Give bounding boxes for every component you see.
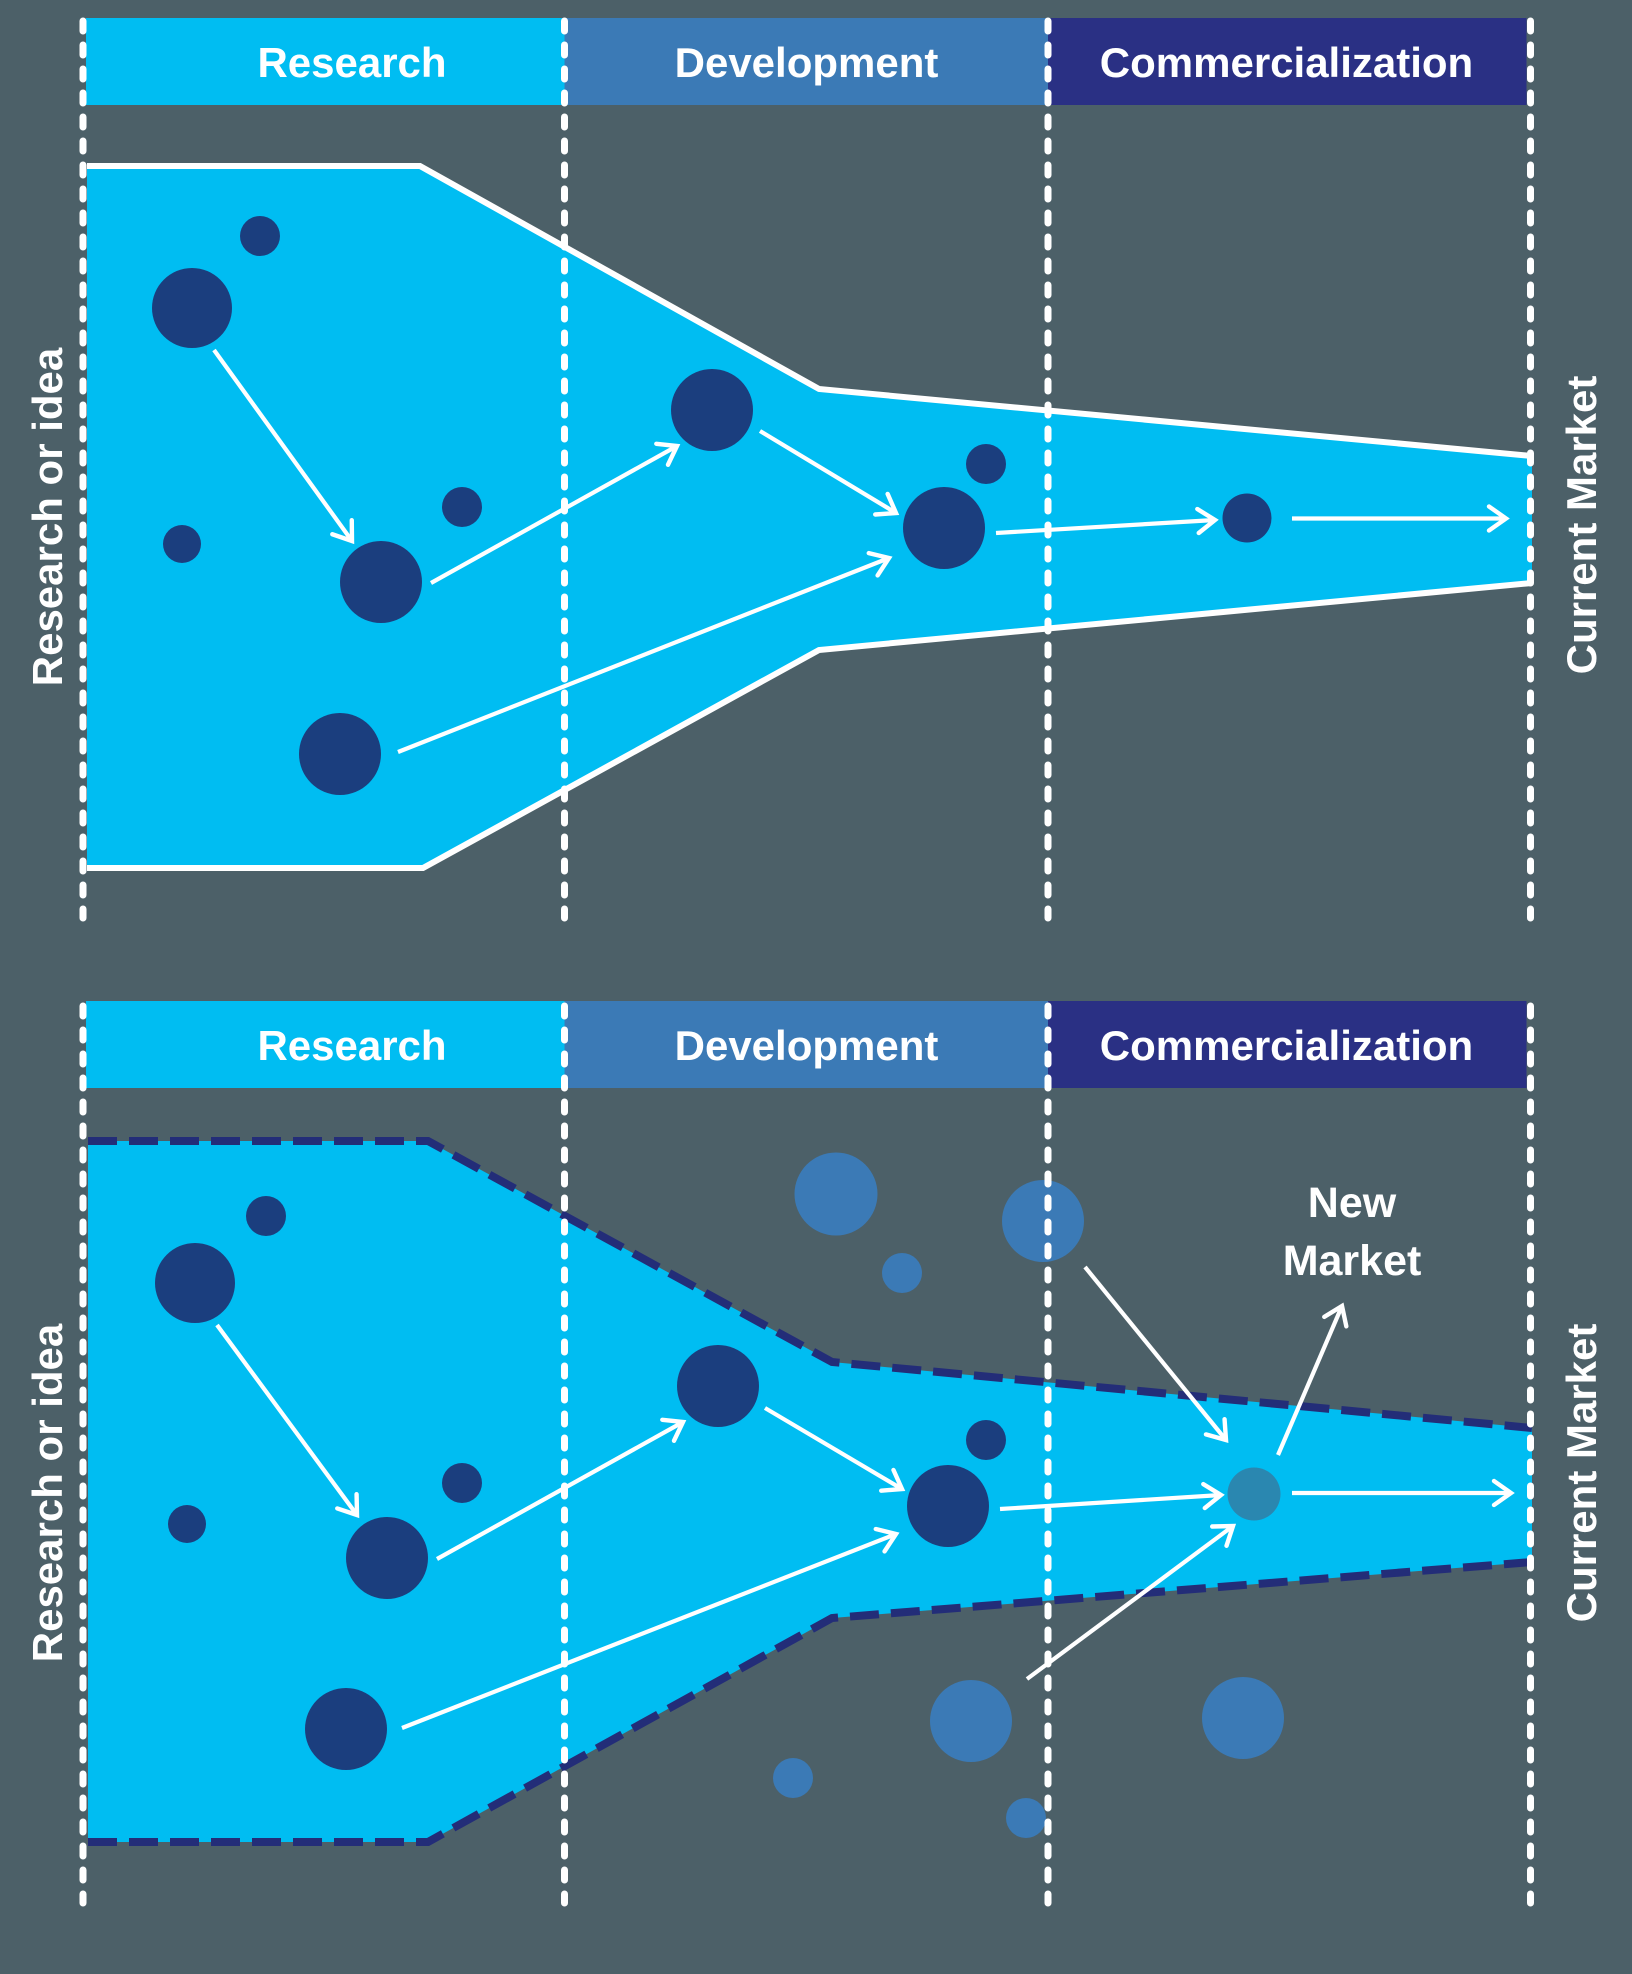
svg-text:Commercialization: Commercialization xyxy=(1100,39,1473,86)
svg-text:Current Market: Current Market xyxy=(1558,376,1605,675)
svg-text:New: New xyxy=(1308,1179,1397,1227)
svg-text:Development: Development xyxy=(675,39,939,86)
svg-text:Research or idea: Research or idea xyxy=(24,347,71,686)
svg-text:Research: Research xyxy=(257,39,446,86)
svg-text:Market: Market xyxy=(1283,1237,1422,1285)
svg-text:Current Market: Current Market xyxy=(1558,1324,1605,1623)
svg-text:Commercialization: Commercialization xyxy=(1100,1022,1473,1069)
svg-text:Development: Development xyxy=(675,1022,939,1069)
svg-text:Research: Research xyxy=(257,1022,446,1069)
svg-text:Research or idea: Research or idea xyxy=(24,1323,71,1662)
